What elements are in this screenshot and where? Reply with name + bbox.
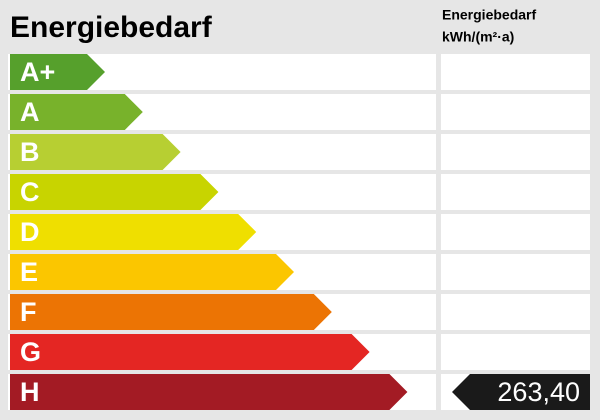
- class-arrow: [10, 94, 143, 130]
- column-title: Energiebedarf: [442, 7, 536, 23]
- class-arrow: [10, 134, 181, 170]
- class-label: H: [20, 377, 40, 407]
- class-arrow: [10, 334, 370, 370]
- value-cell: [441, 94, 590, 130]
- class-label: C: [20, 177, 40, 207]
- class-arrow: [10, 374, 408, 410]
- value-pointer: [452, 374, 590, 410]
- value-cell: [441, 134, 590, 170]
- class-arrow: [10, 254, 294, 290]
- class-label: G: [20, 337, 41, 367]
- class-label: F: [20, 297, 37, 327]
- class-label: A: [20, 97, 40, 127]
- class-arrow: [10, 214, 257, 250]
- column-unit: kWh/(m²·a): [442, 29, 514, 45]
- value-cell: [441, 174, 590, 210]
- title: Energiebedarf: [10, 11, 213, 44]
- value-cell: [441, 334, 590, 370]
- value-cell: [441, 254, 590, 290]
- class-label: B: [20, 137, 40, 167]
- value-label: 263,40: [497, 377, 580, 407]
- class-arrow: [10, 54, 105, 90]
- value-cell: [441, 214, 590, 250]
- class-label: D: [20, 217, 40, 247]
- value-cell: [441, 54, 590, 90]
- class-arrow: [10, 174, 219, 210]
- class-arrow: [10, 294, 332, 330]
- value-cell: [441, 294, 590, 330]
- class-label: A+: [20, 57, 55, 87]
- class-label: E: [20, 257, 38, 287]
